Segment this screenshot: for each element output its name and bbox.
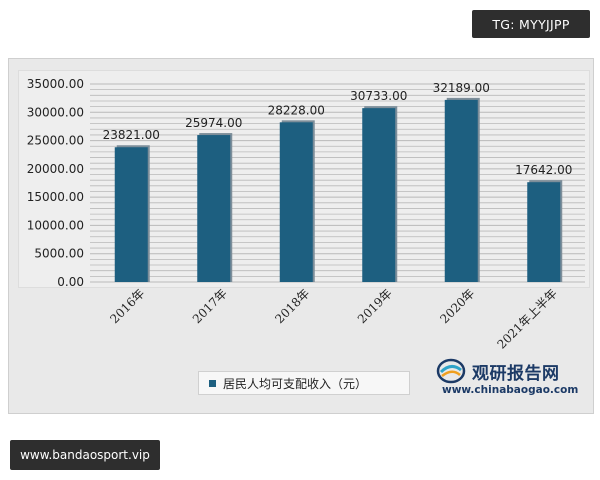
bar <box>362 108 396 282</box>
x-tick-label: 2017年 <box>190 286 230 326</box>
brand-logo-icon <box>436 358 466 384</box>
bar <box>279 122 313 282</box>
bar <box>527 182 561 282</box>
bar <box>114 147 148 282</box>
bar <box>444 99 478 283</box>
legend-label: 居民人均可支配收入（元） <box>223 376 368 391</box>
brand-watermark: 观研报告网 www.chinabaogao.com <box>436 356 586 400</box>
y-tick-label: 20000.00 <box>27 162 84 176</box>
legend-swatch <box>209 379 216 387</box>
brand-url: www.chinabaogao.com <box>442 384 579 396</box>
x-tick-label: 2016年 <box>107 286 147 326</box>
y-tick-label: 30000.00 <box>27 105 84 119</box>
x-tick-label: 2019年 <box>355 286 395 326</box>
y-tick-label: 0.00 <box>57 275 84 289</box>
data-label: 32189.00 <box>433 81 490 95</box>
data-label: 25974.00 <box>185 116 242 130</box>
data-label: 28228.00 <box>268 103 325 117</box>
data-label: 23821.00 <box>103 128 160 142</box>
x-tick-label: 2018年 <box>272 286 312 326</box>
chart-legend: 居民人均可支配收入（元） <box>198 371 410 395</box>
x-tick-label: 2021年上半年 <box>494 286 559 351</box>
data-label: 17642.00 <box>515 163 572 177</box>
brand-name: 观研报告网 <box>472 364 560 384</box>
y-tick-label: 15000.00 <box>27 190 84 204</box>
y-tick-label: 25000.00 <box>27 134 84 148</box>
y-tick-label: 10000.00 <box>27 218 84 232</box>
y-tick-label: 35000.00 <box>27 77 84 91</box>
bar <box>197 135 231 282</box>
y-tick-label: 5000.00 <box>34 247 84 261</box>
x-tick-label: 2020年 <box>437 286 477 326</box>
footer-site-badge: www.bandaosport.vip <box>10 440 160 470</box>
data-label: 30733.00 <box>350 89 407 103</box>
watermark-tag: TG: MYYJJPP <box>472 10 590 38</box>
